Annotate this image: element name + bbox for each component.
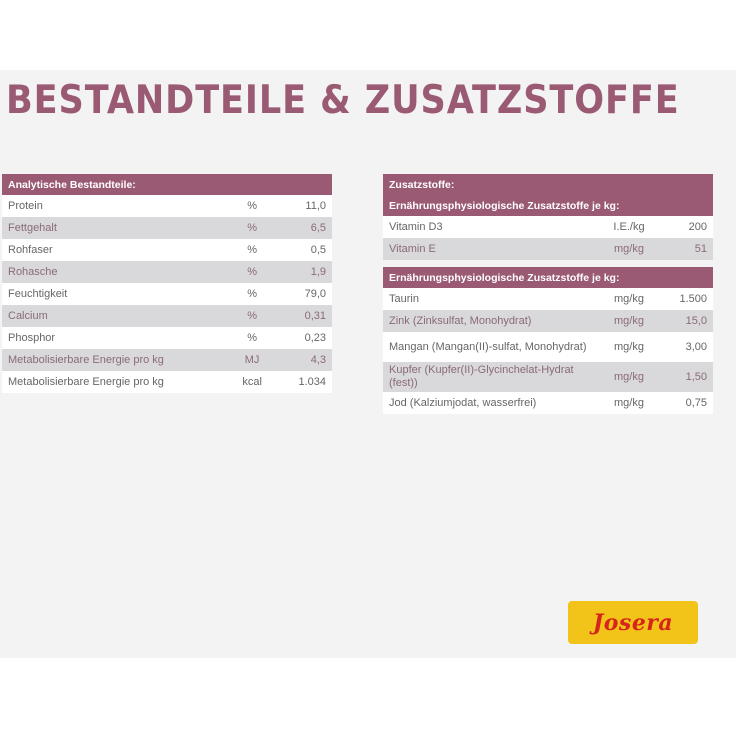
row-name: Fettgehalt <box>2 217 228 239</box>
additives-table: Zusatzstoffe: Ernährungsphysiologische Z… <box>383 174 713 414</box>
analytical-components-table: Analytische Bestandteile: Protein % 11,0… <box>2 174 332 393</box>
row-value: 200 <box>661 216 713 238</box>
row-unit: mg/kg <box>596 238 662 260</box>
row-unit: kcal <box>227 371 277 393</box>
table-spacer <box>383 260 713 267</box>
row-name: Phosphor <box>2 327 228 349</box>
table-subheader-row: Ernährungsphysiologische Zusatzstoffe je… <box>383 267 713 288</box>
row-value: 6,5 <box>276 217 332 239</box>
analytical-header: Analytische Bestandteile: <box>2 174 332 195</box>
row-name: Jod (Kalziumjodat, wasserfrei) <box>383 392 597 414</box>
table-subheader-row: Ernährungsphysiologische Zusatzstoffe je… <box>383 195 713 216</box>
additives-group1-header: Ernährungsphysiologische Zusatzstoffe je… <box>383 195 713 216</box>
row-value: 11,0 <box>276 195 332 217</box>
table-row: Vitamin E mg/kg 51 <box>383 238 713 260</box>
table-row: Metabolisierbare Energie pro kg MJ 4,3 <box>2 349 332 371</box>
row-value: 0,75 <box>661 392 713 414</box>
row-value: 51 <box>661 238 713 260</box>
row-name: Kupfer (Kupfer(II)-Glycinchelat-Hydrat (… <box>383 362 597 392</box>
row-unit: % <box>227 261 277 283</box>
table-header-row: Zusatzstoffe: <box>383 174 713 195</box>
table-row: Mangan (Mangan(II)-sulfat, Monohydrat) m… <box>383 332 713 362</box>
row-unit: % <box>227 327 277 349</box>
row-name: Zink (Zinksulfat, Monohydrat) <box>383 310 597 332</box>
row-unit: % <box>227 305 277 327</box>
table-row: Zink (Zinksulfat, Monohydrat) mg/kg 15,0 <box>383 310 713 332</box>
table-row: Rohfaser % 0,5 <box>2 239 332 261</box>
row-name: Feuchtigkeit <box>2 283 228 305</box>
row-name: Metabolisierbare Energie pro kg <box>2 349 228 371</box>
table-row: Phosphor % 0,23 <box>2 327 332 349</box>
table-row: Jod (Kalziumjodat, wasserfrei) mg/kg 0,7… <box>383 392 713 414</box>
row-unit: mg/kg <box>596 310 662 332</box>
row-value: 1,50 <box>661 362 713 392</box>
row-value: 0,5 <box>276 239 332 261</box>
row-value: 1,9 <box>276 261 332 283</box>
row-unit: MJ <box>227 349 277 371</box>
table-row: Vitamin D3 I.E./kg 200 <box>383 216 713 238</box>
row-unit: % <box>227 195 277 217</box>
page-title: BESTANDTEILE & ZUSATZSTOFFE <box>6 78 680 123</box>
row-name: Calcium <box>2 305 228 327</box>
row-unit: mg/kg <box>596 362 662 392</box>
table-row: Kupfer (Kupfer(II)-Glycinchelat-Hydrat (… <box>383 362 713 392</box>
row-unit: mg/kg <box>596 332 662 362</box>
row-unit: mg/kg <box>596 288 662 310</box>
table-row: Calcium % 0,31 <box>2 305 332 327</box>
row-name: Taurin <box>383 288 597 310</box>
logo-text: Josera <box>592 609 674 636</box>
row-unit: % <box>227 283 277 305</box>
row-name: Metabolisierbare Energie pro kg <box>2 371 228 393</box>
table-row: Protein % 11,0 <box>2 195 332 217</box>
row-value: 4,3 <box>276 349 332 371</box>
row-name: Vitamin D3 <box>383 216 597 238</box>
row-name: Rohfaser <box>2 239 228 261</box>
josera-logo: Josera <box>568 601 698 644</box>
table-row: Feuchtigkeit % 79,0 <box>2 283 332 305</box>
additives-header: Zusatzstoffe: <box>383 174 713 195</box>
row-value: 15,0 <box>661 310 713 332</box>
table-row: Rohasche % 1,9 <box>2 261 332 283</box>
row-value: 79,0 <box>276 283 332 305</box>
row-value: 1.034 <box>276 371 332 393</box>
table-row: Taurin mg/kg 1.500 <box>383 288 713 310</box>
row-unit: mg/kg <box>596 392 662 414</box>
row-name: Protein <box>2 195 228 217</box>
row-unit: % <box>227 217 277 239</box>
row-value: 0,31 <box>276 305 332 327</box>
additives-group2-header: Ernährungsphysiologische Zusatzstoffe je… <box>383 267 713 288</box>
table-row: Metabolisierbare Energie pro kg kcal 1.0… <box>2 371 332 393</box>
row-value: 1.500 <box>661 288 713 310</box>
row-value: 3,00 <box>661 332 713 362</box>
table-row: Fettgehalt % 6,5 <box>2 217 332 239</box>
table-header-row: Analytische Bestandteile: <box>2 174 332 195</box>
row-value: 0,23 <box>276 327 332 349</box>
row-name: Mangan (Mangan(II)-sulfat, Monohydrat) <box>383 332 597 362</box>
row-name: Vitamin E <box>383 238 597 260</box>
row-name: Rohasche <box>2 261 228 283</box>
row-unit: I.E./kg <box>596 216 662 238</box>
row-unit: % <box>227 239 277 261</box>
